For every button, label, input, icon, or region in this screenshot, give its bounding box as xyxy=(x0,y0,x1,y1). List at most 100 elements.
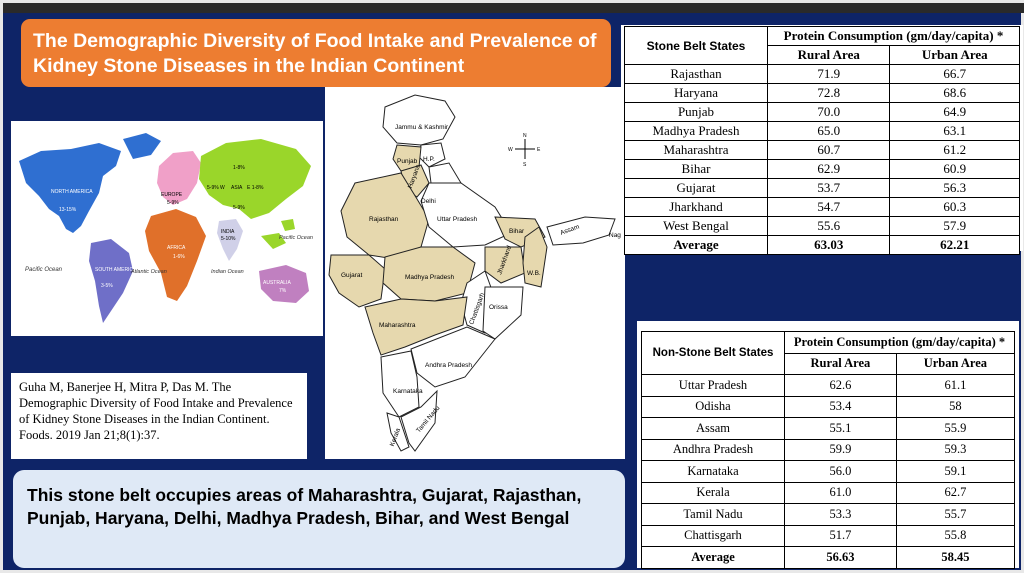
orissa-label: Orissa xyxy=(489,304,508,311)
jharkhand-region xyxy=(484,246,526,284)
rural-cell: 65.0 xyxy=(766,121,891,141)
average-row: Average 63.03 62.21 xyxy=(624,235,1020,255)
urban-header: Urban Area xyxy=(889,45,1020,65)
rural-cell: 55.6 xyxy=(766,216,891,236)
pacific-ocean-right: Pacific Ocean xyxy=(279,235,313,241)
urban-cell: 61.2 xyxy=(889,140,1020,160)
state-cell: Maharashtra xyxy=(624,140,768,160)
kerala-region xyxy=(386,412,410,452)
svg-text:N: N xyxy=(523,133,527,139)
india-region xyxy=(217,219,243,261)
rural-cell: 53.7 xyxy=(766,178,891,198)
table-row: Kerala 61.0 62.7 xyxy=(641,481,1016,504)
south-america-label: SOUTH AMERICA xyxy=(95,267,137,273)
greenland-region xyxy=(123,133,161,159)
state-cell: Odisha xyxy=(641,395,785,418)
protein-header: Protein Consumption (gm/day/capita) * xyxy=(767,26,1020,46)
urban-cell: 58 xyxy=(895,395,1016,418)
world-map: NORTH AMERICA 13-15% SOUTH AMERICA 3-5% … xyxy=(11,121,323,336)
up-label: Uttar Pradesh xyxy=(437,216,477,223)
assam-region xyxy=(546,216,616,246)
europe-label: EUROPE xyxy=(161,192,183,198)
indian-ocean: Indian Ocean xyxy=(211,269,244,275)
average-urban-cell: 62.21 xyxy=(889,235,1020,255)
table-row: Andhra Pradesh 59.9 59.3 xyxy=(641,438,1016,461)
tamil-nadu-region xyxy=(400,389,438,452)
top-strip xyxy=(3,3,1024,13)
average-row: Average 56.63 58.45 xyxy=(641,546,1016,569)
karnataka-label: Karnataka xyxy=(393,388,423,395)
rural-cell: 55.1 xyxy=(784,417,897,440)
citation: Guha M, Banerjee H, Mitra P, Das M. The … xyxy=(11,373,307,459)
rural-cell: 70.0 xyxy=(766,102,891,122)
table-row: Chattisgarh 51.7 55.8 xyxy=(641,524,1016,547)
wb-label: W.B. xyxy=(527,270,541,277)
state-cell: Karnataka xyxy=(641,460,785,483)
india-pct: 5-10% xyxy=(221,236,236,242)
state-cell: Haryana xyxy=(624,83,768,103)
average-rural-cell: 63.03 xyxy=(766,235,891,255)
non-stone-belt-table-body: Uttar Pradesh 62.6 61.1 Odisha 53.4 58 Assam 55… xyxy=(641,374,1016,569)
india-label: INDIA xyxy=(221,229,235,235)
north-america-label: NORTH AMERICA xyxy=(51,189,93,195)
table-row: Gujarat 53.7 56.3 xyxy=(624,178,1020,198)
table-row: Madhya Pradesh 65.0 63.1 xyxy=(624,121,1020,141)
state-cell: Jharkhand xyxy=(624,197,768,217)
rajasthan-label: Rajasthan xyxy=(369,216,399,223)
urban-cell: 68.6 xyxy=(889,83,1020,103)
south-america-region xyxy=(89,239,133,323)
state-cell: Uttar Pradesh xyxy=(641,374,785,397)
punjab-label: Punjab xyxy=(397,158,418,165)
urban-cell: 61.1 xyxy=(895,374,1016,397)
india-map-graphic: Jammu & Kashmir H.P. Punjab Haryana Delh… xyxy=(325,87,625,459)
asia-label: ASIA xyxy=(231,185,243,191)
australia-label: AUSTRALIA xyxy=(263,280,291,286)
rural-cell: 53.3 xyxy=(784,503,897,526)
table-row: Odisha 53.4 58 xyxy=(641,395,1016,418)
stone-belt-table-panel: Stone Belt States Protein Consumption (g… xyxy=(621,25,1023,255)
india-map: Jammu & Kashmir H.P. Punjab Haryana Delh… xyxy=(325,87,625,459)
state-cell: Rajasthan xyxy=(624,64,768,84)
australia-pct: 7% xyxy=(279,288,287,294)
state-cell: Assam xyxy=(641,417,785,440)
state-cell: West Bengal xyxy=(624,216,768,236)
world-map-graphic: NORTH AMERICA 13-15% SOUTH AMERICA 3-5% … xyxy=(11,121,323,336)
karnataka-region xyxy=(380,350,420,418)
table-row: Jharkhand 54.7 60.3 xyxy=(624,197,1020,217)
rural-cell: 60.7 xyxy=(766,140,891,160)
table-row: Karnataka 56.0 59.1 xyxy=(641,460,1016,483)
summary-box: This stone belt occupies areas of Mahara… xyxy=(13,470,625,568)
compass-icon: N S E W xyxy=(508,133,541,168)
africa-label: AFRICA xyxy=(167,245,186,251)
australia-region xyxy=(259,265,309,303)
table-row: West Bengal 55.6 57.9 xyxy=(624,216,1020,236)
table-row: Rajasthan 71.9 66.7 xyxy=(624,64,1020,84)
west-bengal-region xyxy=(522,226,548,288)
average-state-cell: Average xyxy=(641,546,785,569)
north-america-region xyxy=(19,143,121,233)
table-row: Assam 55.1 55.9 xyxy=(641,417,1016,440)
north-america-pct: 13-15% xyxy=(59,207,77,213)
state-header: Stone Belt States xyxy=(624,26,768,65)
svg-text:E: E xyxy=(537,147,541,153)
atlantic-ocean: Atlantic Ocean xyxy=(130,269,167,275)
africa-pct: 1-6% xyxy=(173,254,185,260)
asia-s-pct: 5-9% xyxy=(233,205,245,211)
non-stone-belt-table: Non-Stone Belt States Protein Consumptio… xyxy=(641,331,1016,569)
state-cell: Bihar xyxy=(624,159,768,179)
europe-region xyxy=(157,151,201,205)
andhra-pradesh-region xyxy=(410,326,496,388)
asia-w-pct: 5-9% W xyxy=(207,185,225,191)
rural-cell: 56.0 xyxy=(784,460,897,483)
delhi-label: Delhi xyxy=(421,198,436,205)
rural-cell: 61.0 xyxy=(784,481,897,504)
table-row: Uttar Pradesh 62.6 61.1 xyxy=(641,374,1016,397)
rural-header: Rural Area xyxy=(766,45,891,65)
rural-cell: 62.6 xyxy=(784,374,897,397)
gujarat-region xyxy=(328,254,386,308)
nagaland-label: Nag xyxy=(609,232,621,239)
urban-cell: 55.9 xyxy=(895,417,1016,440)
africa-region xyxy=(145,209,206,301)
slide-title: The Demographic Diversity of Food Intake… xyxy=(21,19,611,87)
